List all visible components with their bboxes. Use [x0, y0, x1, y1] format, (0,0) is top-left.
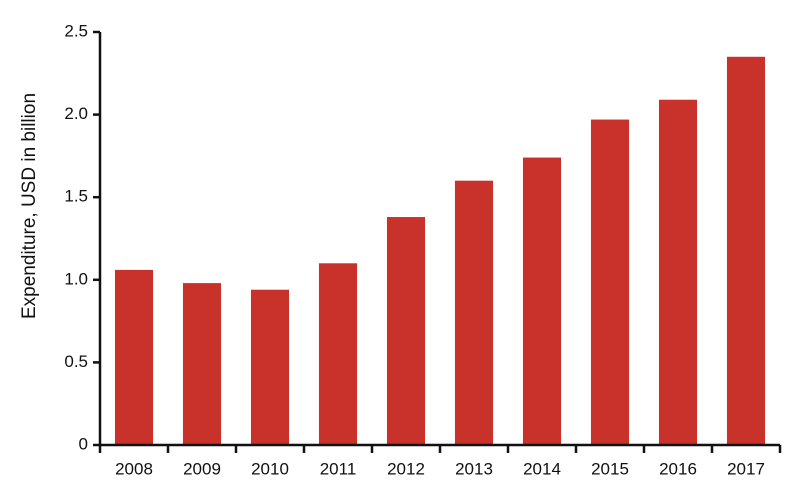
- x-tick-label: 2014: [523, 459, 561, 478]
- bar: [454, 180, 494, 445]
- y-tick-label: 1.0: [64, 269, 88, 288]
- y-tick-label: 0: [79, 434, 88, 453]
- x-tick-label: 2008: [115, 459, 153, 478]
- bar: [386, 217, 426, 445]
- bar: [522, 157, 562, 445]
- bar: [250, 289, 290, 445]
- bar: [590, 119, 630, 445]
- x-tick-label: 2013: [455, 459, 493, 478]
- bar: [318, 263, 358, 445]
- bar: [114, 269, 154, 445]
- y-tick-label: 2.5: [64, 21, 88, 40]
- y-tick-label: 1.5: [64, 187, 88, 206]
- bar: [726, 56, 766, 445]
- y-tick-label: 0.5: [64, 352, 88, 371]
- y-tick-label: 2.0: [64, 104, 88, 123]
- x-tick-label: 2010: [251, 459, 289, 478]
- x-tick-label: 2017: [727, 459, 765, 478]
- x-tick-label: 2009: [183, 459, 221, 478]
- x-tick-label: 2015: [591, 459, 629, 478]
- x-tick-label: 2012: [387, 459, 425, 478]
- x-tick-label: 2016: [659, 459, 697, 478]
- bar: [182, 283, 222, 445]
- y-axis-label: Expenditure, USD in billion: [19, 93, 40, 319]
- x-tick-label: 2011: [320, 459, 357, 478]
- bar: [658, 99, 698, 446]
